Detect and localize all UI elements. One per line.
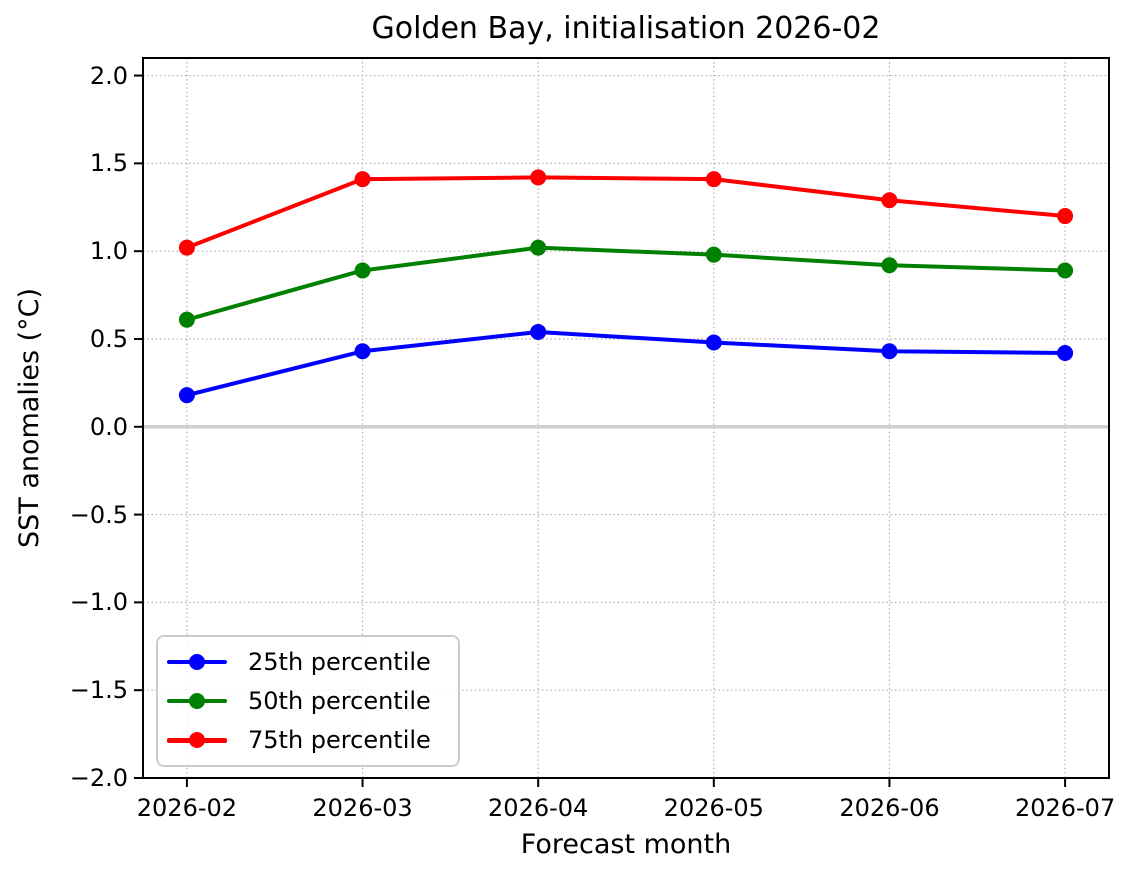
legend-item-25th-percentile: 25th percentile [167, 642, 458, 681]
blue-line-marker-icon [167, 653, 227, 670]
red-line-marker-icon [167, 732, 227, 749]
y-tick-label: 2.0 [89, 61, 128, 90]
x-tick-label: 2026-06 [839, 794, 940, 822]
x-tick-label: 2026-05 [663, 794, 764, 822]
y-tick-label: 0.0 [89, 412, 128, 441]
y-tick-label: −2.0 [69, 764, 128, 792]
legend-label: 25th percentile [248, 647, 431, 676]
legend: 25th percentile 50th percentile 75th per… [156, 635, 460, 767]
x-axis-label: Forecast month [520, 829, 732, 860]
x-tick-label: 2026-04 [488, 794, 589, 822]
y-tick-label: 0.5 [89, 324, 128, 353]
x-tick-label: 2026-07 [1014, 794, 1116, 822]
green-line-marker-icon [167, 692, 227, 709]
y-tick-label: −0.5 [69, 500, 128, 529]
legend-label: 75th percentile [248, 726, 431, 755]
legend-label: 50th percentile [248, 686, 431, 715]
legend-item-50th-percentile: 50th percentile [167, 681, 458, 720]
x-tick-label: 2026-02 [136, 794, 238, 822]
y-tick-label: 1.0 [89, 237, 128, 266]
chart-title: Golden Bay, initialisation 2026-02 [371, 11, 881, 46]
y-tick-label: −1.0 [69, 588, 128, 617]
y-tick-label: −1.5 [69, 676, 128, 705]
x-tick-label: 2026-03 [312, 794, 413, 822]
y-tick-label: 1.5 [89, 149, 128, 178]
legend-item-75th-percentile: 75th percentile [167, 721, 458, 760]
